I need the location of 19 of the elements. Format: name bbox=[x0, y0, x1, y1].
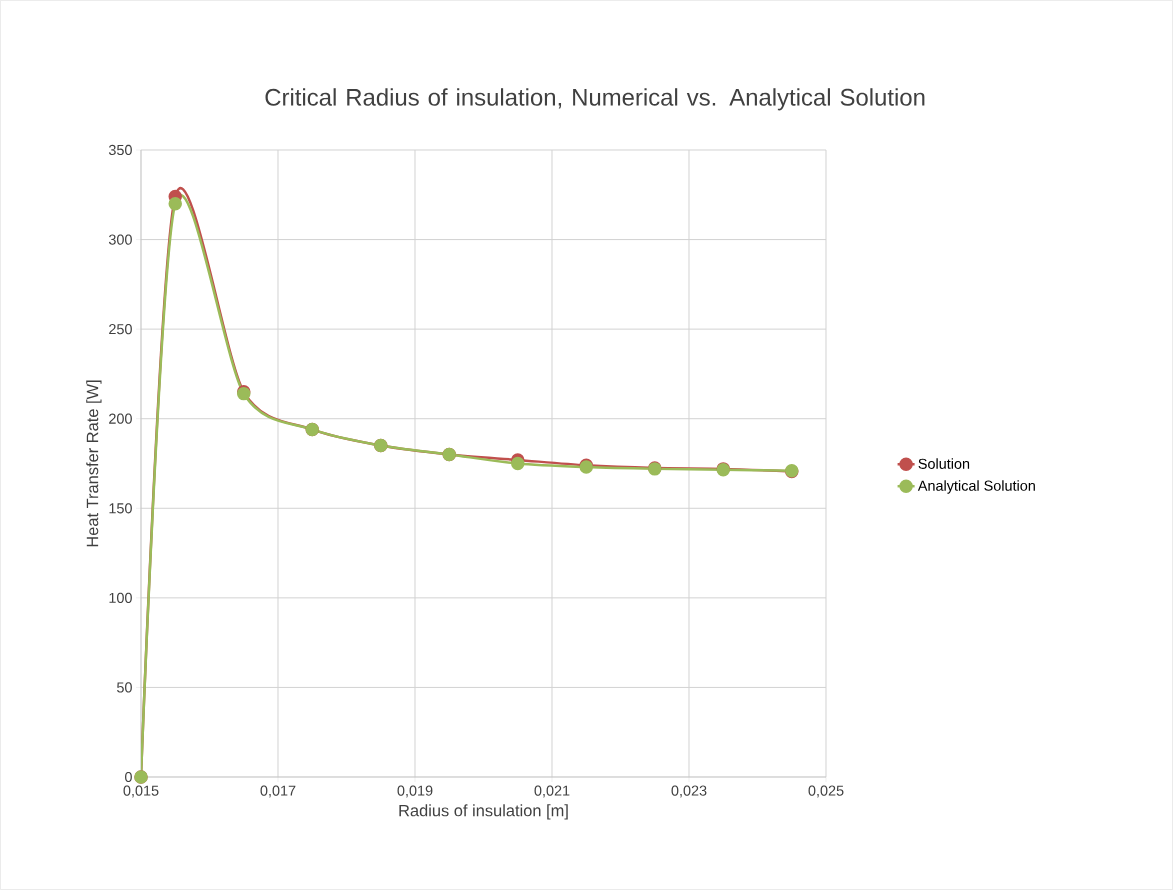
x-tick-label: 0,021 bbox=[534, 785, 570, 798]
y-tick-label: 100 bbox=[109, 592, 132, 603]
y-axis-title: Heat Transfer Rate [W] bbox=[86, 380, 102, 547]
x-tick-label: 0,019 bbox=[397, 785, 433, 798]
y-tick-label: 50 bbox=[116, 682, 132, 693]
legend-label: Analytical Solution bbox=[917, 480, 1035, 494]
x-tick-label: 0,015 bbox=[123, 785, 159, 798]
x-tick-label: 0,017 bbox=[260, 785, 296, 798]
x-tick-label: 0,025 bbox=[808, 785, 844, 798]
y-tick-label: 150 bbox=[109, 503, 132, 514]
x-tick-label: 0,023 bbox=[671, 785, 707, 798]
x-axis-title: Radius of insulation [m] bbox=[399, 804, 568, 820]
y-tick-label: 0 bbox=[125, 771, 132, 783]
chart-title: Critical Radius of insulation, Numerical vs. Analytical Solution bbox=[265, 88, 925, 111]
y-tick-label: 200 bbox=[109, 413, 132, 424]
y-tick-label: 250 bbox=[109, 324, 132, 335]
legend-label: Solution bbox=[918, 458, 970, 469]
y-tick-label: 300 bbox=[108, 234, 132, 245]
y-tick-label: 350 bbox=[108, 144, 132, 156]
